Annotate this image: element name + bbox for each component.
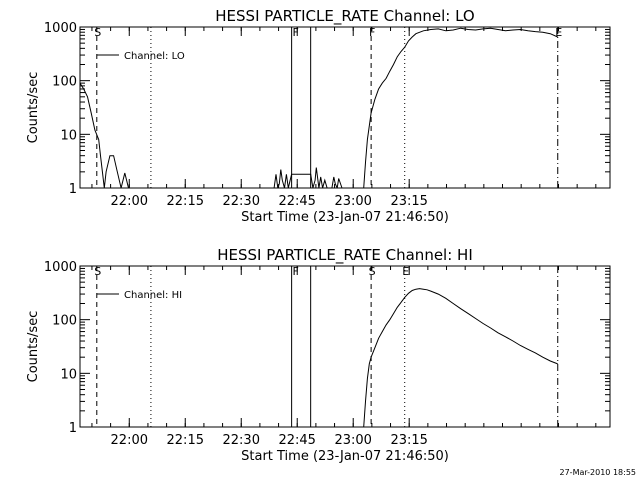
event-marker-label: S — [369, 265, 376, 278]
x-tick-label: 23:15 — [390, 433, 427, 448]
legend-label: Channel: LO — [124, 51, 185, 62]
x-tick-label: 22:15 — [167, 433, 204, 448]
y-tick-label: 100 — [52, 75, 77, 90]
series-line-1-segment-2 — [273, 167, 349, 188]
event-marker-label: E — [555, 26, 562, 39]
flare-band-label: F — [292, 26, 298, 39]
y-tick-label: 10 — [60, 128, 77, 143]
chart-panel-1: HESSI PARTICLE_RATE Channel: LO 1 10 100 100… — [26, 7, 611, 225]
y-axis-label: Counts/sec — [26, 72, 41, 144]
event-marker-label: F — [369, 26, 375, 39]
x-tick-label: 23:00 — [334, 433, 371, 448]
y-axis-label: Counts/sec — [26, 311, 41, 383]
y-tick-label: 1 — [69, 421, 77, 436]
event-marker-label: S — [94, 265, 101, 278]
event-marker-label: E — [402, 265, 409, 278]
x-tick-label: 23:00 — [334, 194, 371, 209]
legend-label: Channel: HI — [124, 290, 182, 301]
x-tick-label: 22:30 — [223, 194, 260, 209]
x-tick-label: 22:00 — [111, 433, 148, 448]
y-tick-label: 1000 — [44, 260, 77, 275]
y-tick-label: 10 — [60, 367, 77, 382]
x-tick-label: 22:15 — [167, 194, 204, 209]
event-marker-label: S — [94, 26, 101, 39]
x-axis-label: Start Time (23-Jan-07 21:46:50) — [241, 449, 449, 464]
y-tick-label: 1 — [69, 182, 77, 197]
x-tick-label: 22:45 — [278, 433, 315, 448]
plot-timestamp: 27-Mar-2010 18:55 — [560, 468, 637, 477]
chart-panel-2: HESSI PARTICLE_RATE Channel: HI 1 10 100 100… — [26, 246, 611, 464]
chart-title: HESSI PARTICLE_RATE Channel: LO — [215, 7, 474, 26]
y-tick-label: 1000 — [44, 21, 77, 36]
x-tick-label: 22:45 — [278, 194, 315, 209]
x-tick-label: 22:00 — [111, 194, 148, 209]
y-tick-label: 100 — [52, 314, 77, 329]
x-tick-label: 23:15 — [390, 194, 427, 209]
series-line-1-segment-1 — [363, 288, 558, 427]
series-line-1-segment-3 — [363, 27, 558, 188]
x-axis-label: Start Time (23-Jan-07 21:46:50) — [241, 210, 449, 225]
chart-title: HESSI PARTICLE_RATE Channel: HI — [217, 246, 473, 265]
plot-frame — [79, 265, 611, 428]
x-tick-label: 22:30 — [223, 433, 260, 448]
series-line-1-segment-1 — [80, 82, 133, 188]
flare-band-label: F — [292, 265, 298, 278]
